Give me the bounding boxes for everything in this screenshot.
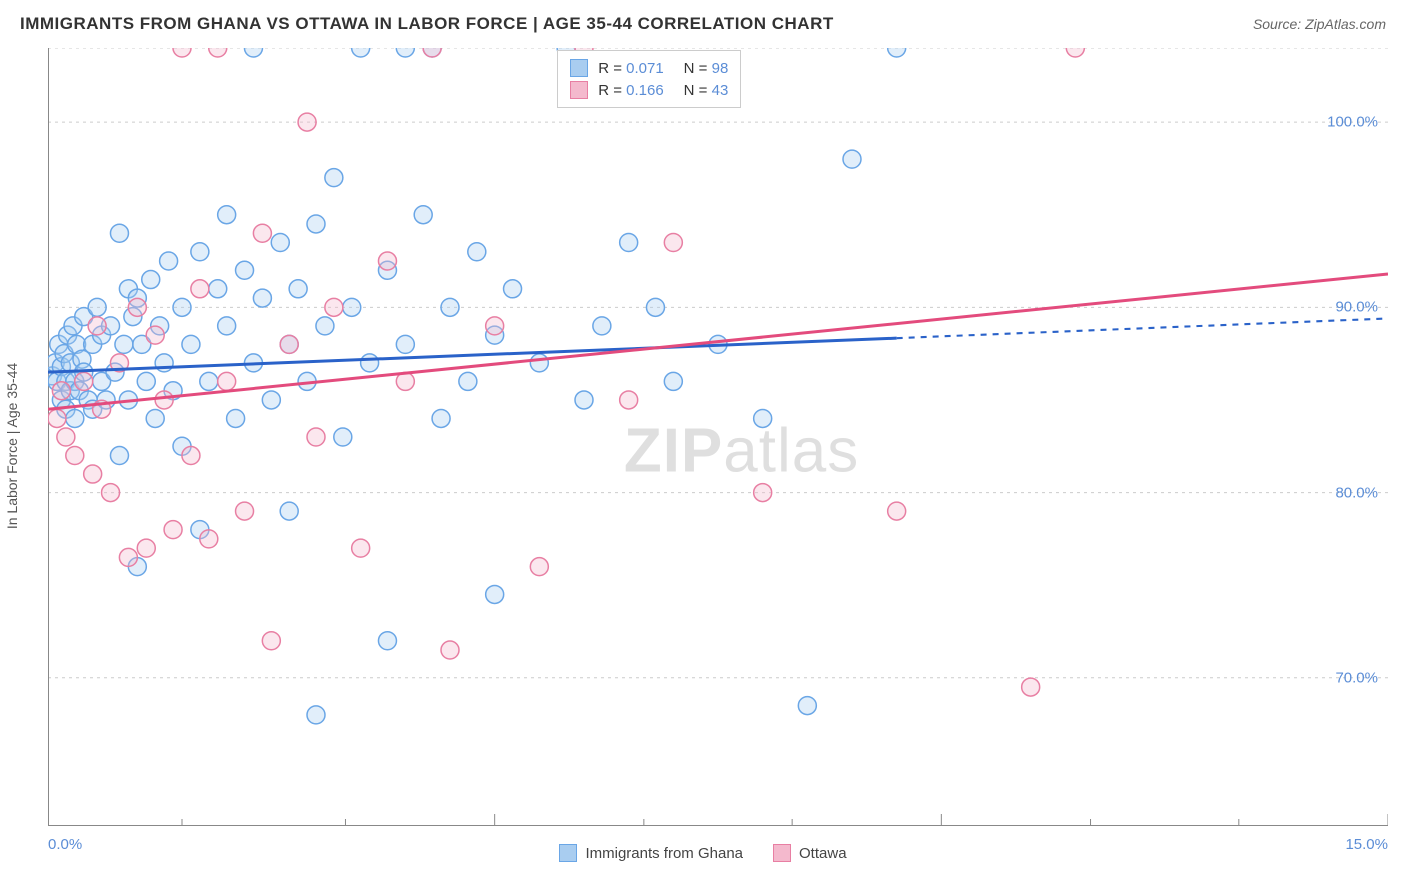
y-tick-label: 70.0% (1335, 669, 1378, 686)
chart-title: IMMIGRANTS FROM GHANA VS OTTAWA IN LABOR… (20, 14, 834, 34)
legend-swatch (773, 844, 791, 862)
chart-header: IMMIGRANTS FROM GHANA VS OTTAWA IN LABOR… (0, 0, 1406, 42)
legend-swatch (559, 844, 577, 862)
stats-row: R = 0.071N = 98 (570, 57, 728, 79)
y-axis-label: In Labor Force | Age 35-44 (4, 363, 20, 529)
plot-area: R = 0.071N = 98R = 0.166N = 43 ZIPatlas (48, 48, 1388, 826)
stats-row: R = 0.166N = 43 (570, 79, 728, 101)
y-tick-label: 80.0% (1335, 484, 1378, 501)
legend-item: Ottawa (773, 844, 847, 862)
stats-swatch (570, 59, 588, 77)
scatter-svg (48, 48, 1388, 826)
legend-label: Immigrants from Ghana (585, 845, 743, 862)
chart-source: Source: ZipAtlas.com (1253, 16, 1386, 32)
y-tick-label: 90.0% (1335, 299, 1378, 316)
legend-item: Immigrants from Ghana (559, 844, 743, 862)
bottom-legend: Immigrants from Ghana Ottawa (0, 844, 1406, 862)
y-tick-label: 100.0% (1327, 114, 1378, 131)
stats-swatch (570, 81, 588, 99)
legend-label: Ottawa (799, 845, 847, 862)
stats-legend-box: R = 0.071N = 98R = 0.166N = 43 (557, 50, 741, 108)
